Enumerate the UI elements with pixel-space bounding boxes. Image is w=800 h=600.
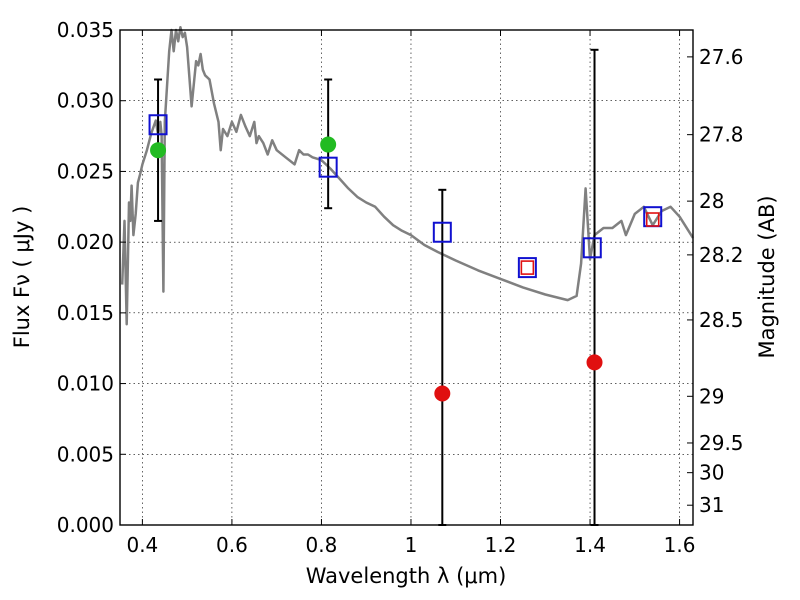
y-axis-right-title: Magnitude (AB) [755,195,779,358]
plot-area [120,25,695,526]
right-tick-label: 28 [699,189,724,213]
y-axis-right: 27.6 27.8 28 28.2 28.5 29 29.5 30 31 [687,45,744,517]
right-tick-label: 29 [699,384,724,408]
photometry-square-marker [582,237,602,259]
x-axis: 0.4 0.6 0.8 1 1.2 1.4 1.6 [126,30,695,557]
x-tick-label: 1.6 [664,533,696,557]
right-tick-label: 27.6 [699,45,744,69]
x-tick-label: 0.6 [216,533,248,557]
observed-flux-point [150,142,167,159]
x-tick-label: 1.2 [485,533,517,557]
y-axis-left: 0.000 0.005 0.010 0.015 0.020 0.025 0.030 0.035 [57,18,126,537]
observed-flux-point [586,354,603,371]
y-tick-label: 0.015 [57,301,114,325]
right-tick-label: 28.5 [699,308,744,332]
y-tick-label: 0.030 [57,89,114,113]
y-tick-label: 0.020 [57,230,114,254]
y-axis-title: Flux Fν ( μJy ) [10,206,34,349]
photometry-square-marker [318,156,338,178]
right-tick-label: 28.2 [699,243,744,267]
y-tick-label: 0.000 [57,513,114,537]
photometry-square-marker [517,257,537,279]
y-tick-label: 0.025 [57,159,114,183]
observed-flux-point [434,385,451,402]
x-tick-label: 1.4 [574,533,606,557]
photometry-small-square-marker [520,260,535,275]
x-tick-label: 0.8 [306,533,338,557]
model-spectrum-line [120,25,695,326]
y-tick-label: 0.010 [57,372,114,396]
y-tick-label: 0.005 [57,442,114,466]
observed-flux-point [320,136,337,153]
right-tick-label: 31 [699,493,724,517]
right-tick-label: 30 [699,461,724,485]
photometry-square-marker [148,114,168,136]
y-tick-label: 0.035 [57,18,114,42]
right-tick-label: 27.8 [699,123,744,147]
grid [120,29,693,526]
photometry-square-marker [432,221,452,243]
x-axis-title: Wavelength λ (μm) [306,564,507,588]
right-tick-label: 29.5 [699,431,744,455]
x-tick-label: 1 [405,533,418,557]
x-tick-label: 0.4 [126,533,158,557]
plot-frame [119,29,694,526]
photometry-small-square-marker [645,212,660,227]
